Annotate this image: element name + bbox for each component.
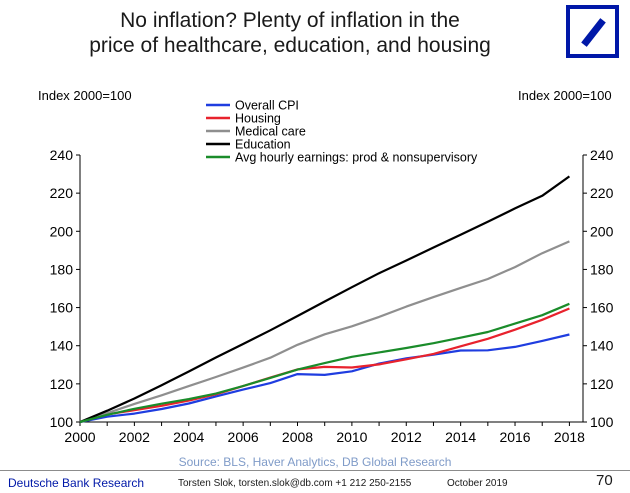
legend-label: Housing [235,112,281,126]
page-number: 70 [596,472,613,489]
left-y-tick-label: 100 [50,414,74,430]
footer-divider [0,470,630,471]
title-line-2: price of healthcare, education, and hous… [89,34,491,57]
left-y-tick-label: 240 [50,147,74,163]
series-line [79,240,570,424]
footer-brand: Deutsche Bank Research [8,476,145,490]
source-note: Source: BLS, Haver Analytics, DB Global … [178,455,452,469]
right-y-tick-label: 100 [590,414,614,430]
right-y-tick-label: 180 [590,261,614,277]
right-axis-title: Index 2000=100 [518,88,612,103]
left-y-tick-label: 140 [50,338,74,354]
chart-title: No inflation? Plenty of inflation in the… [40,8,540,58]
legend-label: Overall CPI [235,99,299,113]
x-tick-label: 2008 [282,429,313,445]
left-y-tick-label: 180 [50,261,74,277]
x-tick-label: 2000 [64,429,95,445]
x-tick-label: 2014 [445,429,476,445]
right-y-tick-label: 220 [590,185,614,201]
x-tick-label: 2006 [228,429,259,445]
deutsche-bank-logo [566,5,619,58]
left-y-tick-label: 200 [50,223,74,239]
series-line [79,175,571,424]
x-tick-label: 2002 [119,429,150,445]
left-y-tick-label: 220 [50,185,74,201]
left-y-tick-label: 120 [50,376,74,392]
series-line [79,307,570,424]
right-y-tick-label: 200 [590,223,614,239]
legend-label: Avg hourly earnings: prod & nonsuperviso… [235,151,478,165]
x-tick-label: 2016 [499,429,530,445]
x-tick-label: 2012 [391,429,422,445]
legend-label: Medical care [235,125,306,139]
footer-contact: Torsten Slok, torsten.slok@db.com +1 212… [178,478,412,489]
x-tick-label: 2010 [336,429,367,445]
right-y-tick-label: 160 [590,300,614,316]
footer-date: October 2019 [447,478,508,489]
right-y-tick-label: 140 [590,338,614,354]
title-line-1: No inflation? Plenty of inflation in the [120,9,460,32]
left-axis-title: Index 2000=100 [38,88,132,103]
left-y-tick-label: 160 [50,300,74,316]
legend-label: Education [235,138,291,152]
series-line [79,302,570,424]
x-tick-label: 2004 [173,429,204,445]
right-y-tick-label: 240 [590,147,614,163]
right-y-tick-label: 120 [590,376,614,392]
series-line [79,333,570,424]
x-tick-label: 2018 [554,429,585,445]
